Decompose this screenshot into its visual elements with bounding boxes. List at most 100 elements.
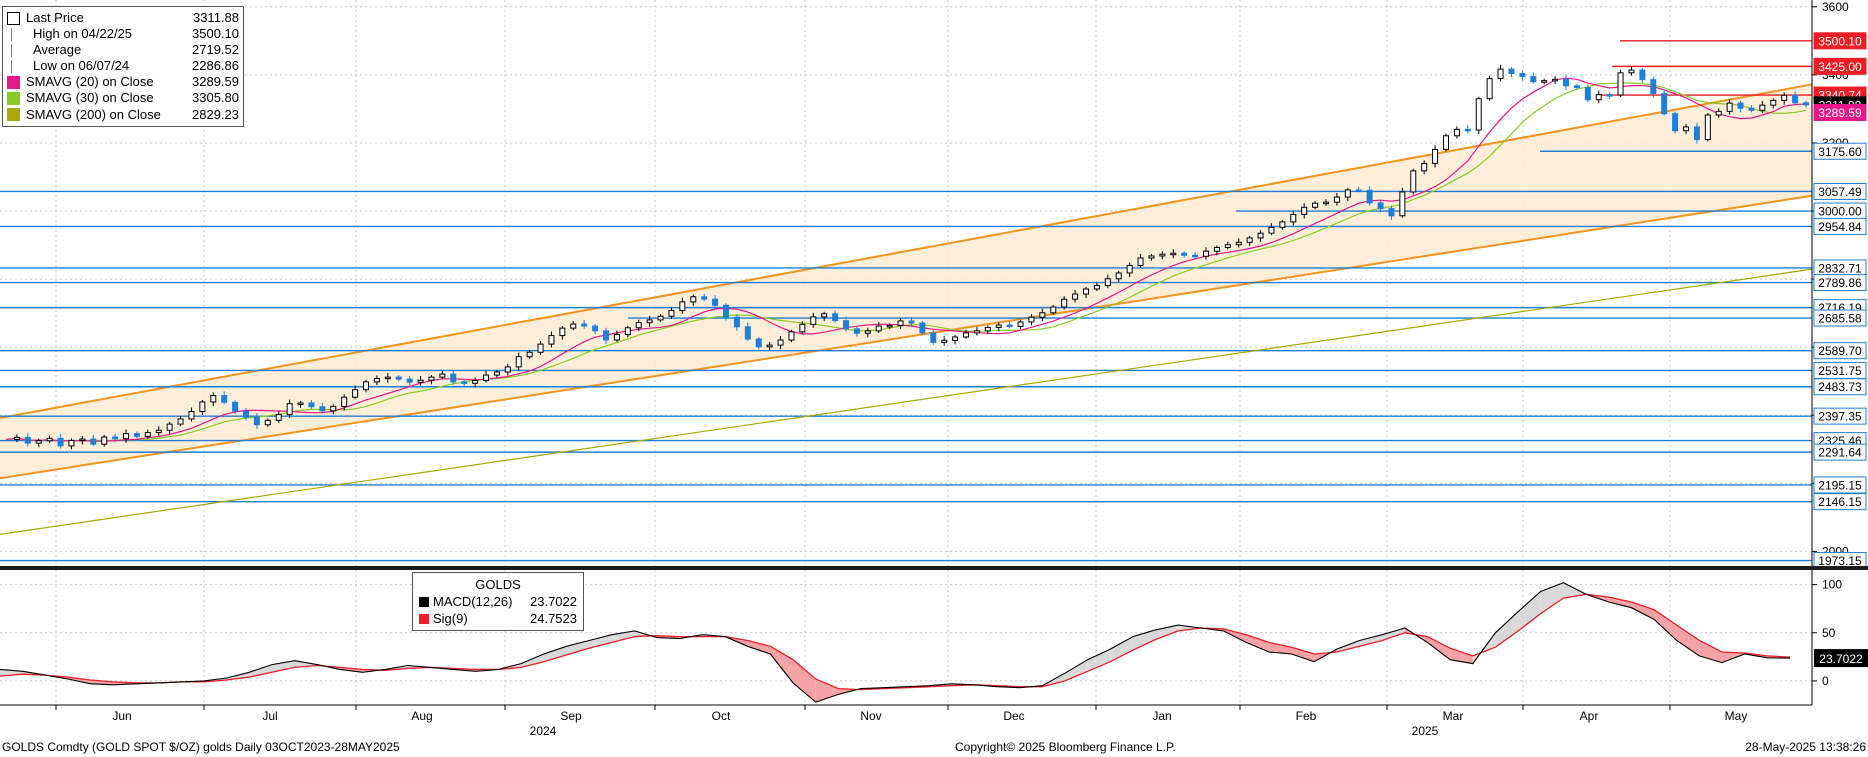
candle bbox=[46, 435, 53, 443]
legend-value: 2829.23 bbox=[192, 106, 239, 122]
candle bbox=[1366, 186, 1373, 206]
candle bbox=[919, 320, 926, 335]
candle-body bbox=[624, 327, 631, 336]
legend-row: Low on 06/07/24 2286.86 bbox=[7, 58, 239, 74]
candle-body bbox=[1432, 148, 1439, 164]
macd-fill bbox=[249, 664, 272, 678]
x-tick-label: Oct bbox=[712, 709, 731, 723]
level-tag-label: 2291.64 bbox=[1818, 446, 1862, 460]
level-tag: 3425.00 bbox=[1813, 57, 1867, 75]
candle bbox=[133, 431, 140, 439]
candle bbox=[701, 293, 708, 302]
candle-body bbox=[613, 334, 620, 341]
candle bbox=[112, 433, 119, 443]
candle-body bbox=[319, 406, 326, 412]
legend-swatch bbox=[7, 11, 20, 25]
candle bbox=[1432, 145, 1439, 168]
legend-label: Low on 06/07/24 bbox=[33, 58, 130, 74]
candle bbox=[1344, 187, 1351, 202]
candle bbox=[1181, 251, 1188, 258]
panel-separator bbox=[0, 566, 1868, 570]
candle bbox=[57, 434, 64, 449]
candle-body bbox=[733, 316, 740, 328]
candle-body bbox=[1148, 255, 1155, 259]
y-tick-label: 3600 bbox=[1822, 0, 1849, 14]
level-tag: 2789.86 bbox=[1813, 274, 1867, 292]
candle-body bbox=[570, 323, 577, 329]
candle bbox=[1486, 75, 1493, 101]
candle-body bbox=[1344, 189, 1351, 198]
candle-body bbox=[1192, 254, 1199, 258]
candle-body bbox=[177, 418, 184, 425]
footer-timestamp: 28-May-2025 13:38:26 bbox=[1745, 740, 1866, 754]
candle bbox=[821, 311, 828, 321]
candle-body bbox=[1410, 170, 1417, 193]
candle bbox=[101, 434, 108, 447]
candle-body bbox=[1497, 68, 1504, 80]
macd-line bbox=[0, 582, 1791, 703]
macd-fill bbox=[770, 646, 794, 683]
candle-body bbox=[864, 330, 871, 334]
candle-body bbox=[788, 331, 795, 341]
candle-body bbox=[930, 332, 937, 343]
level-tag: 3057.49 bbox=[1813, 182, 1867, 200]
candle bbox=[1606, 92, 1613, 100]
candle-body bbox=[1661, 93, 1668, 115]
candle-body bbox=[1519, 73, 1526, 78]
candle-body bbox=[919, 322, 926, 334]
candle bbox=[657, 314, 664, 322]
candle bbox=[930, 329, 937, 346]
candle-body bbox=[504, 366, 511, 373]
candle-body bbox=[1104, 278, 1111, 287]
candle-body bbox=[635, 322, 642, 329]
candle-body bbox=[1039, 312, 1046, 318]
macd-fill bbox=[1064, 659, 1088, 681]
candle-body bbox=[701, 296, 708, 300]
level-tag-label: 2832.71 bbox=[1818, 261, 1862, 275]
legend-label: Last Price bbox=[26, 10, 84, 25]
candle bbox=[417, 376, 424, 386]
candle-body bbox=[1530, 76, 1537, 83]
macd-legend: GOLDS MACD(12,26) 23.7022 Sig(9) 24.7523 bbox=[412, 572, 584, 631]
legend-label: SMAVG (20) on Close bbox=[26, 74, 154, 90]
candle bbox=[406, 376, 413, 385]
candle bbox=[635, 319, 642, 332]
candle-body bbox=[679, 301, 686, 311]
candle bbox=[1072, 289, 1079, 303]
candle bbox=[155, 426, 162, 437]
candle-body bbox=[941, 339, 948, 343]
candle bbox=[461, 379, 468, 387]
signal-line bbox=[0, 593, 1791, 691]
candle-body bbox=[101, 436, 108, 445]
legend-value: 3289.59 bbox=[192, 74, 239, 90]
candle bbox=[624, 325, 631, 338]
candle bbox=[570, 320, 577, 331]
candle bbox=[1017, 319, 1024, 330]
candle bbox=[1290, 211, 1297, 226]
candle-body bbox=[963, 332, 969, 338]
candle bbox=[995, 321, 1002, 332]
candle bbox=[744, 322, 751, 342]
macd-fill bbox=[1178, 625, 1201, 631]
level-tag-label: 2954.84 bbox=[1818, 220, 1862, 234]
candle bbox=[1530, 72, 1537, 84]
candle-body bbox=[1235, 241, 1242, 246]
candle-body bbox=[166, 423, 173, 431]
candle bbox=[1148, 253, 1155, 261]
candle bbox=[515, 352, 522, 371]
candle bbox=[777, 335, 784, 350]
candle bbox=[733, 314, 740, 331]
candle-body bbox=[1683, 126, 1689, 132]
candle-body bbox=[995, 324, 1002, 328]
candle bbox=[1759, 101, 1766, 113]
candle-body bbox=[1759, 104, 1766, 111]
candle-body bbox=[897, 320, 904, 326]
macd-legend-value: 24.7523 bbox=[530, 611, 577, 626]
macd-fill bbox=[1450, 648, 1473, 664]
macd-fill bbox=[1608, 597, 1632, 608]
candle-body bbox=[406, 378, 413, 383]
candle-body bbox=[1224, 244, 1231, 248]
macd-fill bbox=[543, 646, 567, 662]
level-tag-label: 3000.00 bbox=[1818, 205, 1862, 219]
